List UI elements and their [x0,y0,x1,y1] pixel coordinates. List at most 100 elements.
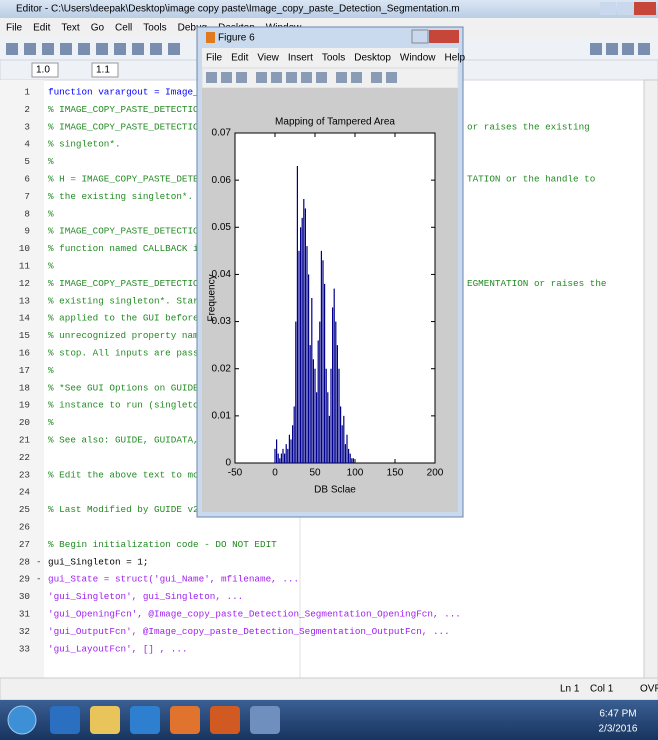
menu-item[interactable]: File [206,53,223,64]
bar [316,392,317,463]
minimize-button[interactable] [600,2,616,15]
icon[interactable] [221,72,232,83]
icon[interactable] [316,72,327,83]
bar [284,454,285,463]
icon[interactable] [114,43,126,55]
icon[interactable] [132,43,144,55]
icon[interactable] [60,43,72,55]
icon[interactable] [590,43,602,55]
bar [332,307,333,463]
icon[interactable] [371,72,382,83]
icon[interactable] [6,43,18,55]
icon[interactable] [256,72,267,83]
menu-item[interactable]: Text [61,23,80,34]
taskbar-app[interactable] [250,706,280,734]
line-number: 29 [19,574,30,585]
line-number: 14 [19,313,31,324]
close-button[interactable] [634,2,656,15]
y-tick-label: 0.03 [212,316,232,327]
code-line: % [48,156,54,167]
bar [287,449,288,463]
start-button[interactable] [8,706,36,734]
scrollbar[interactable] [644,80,658,678]
bar [297,166,298,463]
icon[interactable] [301,72,312,83]
x-tick-label: 0 [272,468,278,479]
line-number: 18 [19,382,30,393]
line-number: 32 [19,626,30,637]
menu-item[interactable]: Edit [33,23,50,34]
icon[interactable] [168,43,180,55]
line-number: 25 [19,504,30,515]
icon[interactable] [386,72,397,83]
bar [274,449,275,463]
line-number: 15 [19,330,30,341]
bar [326,369,327,463]
line-number: 12 [19,278,30,289]
taskbar-app[interactable] [90,706,120,734]
bar [324,284,325,463]
icon[interactable] [236,72,247,83]
icon[interactable] [271,72,282,83]
line-number: 3 [24,121,30,132]
close-button[interactable] [429,30,459,43]
bar [330,369,331,463]
icon[interactable] [606,43,618,55]
bar [335,322,336,463]
line-number: 31 [19,608,31,619]
menu-item[interactable]: Desktop [354,53,391,64]
icon[interactable] [24,43,36,55]
menu-item[interactable]: View [257,53,279,64]
status-field: Col 1 [590,684,614,695]
menu-item[interactable]: Tools [322,53,345,64]
code-line: % [48,417,54,428]
y-tick-label: 0.06 [212,175,232,186]
x-tick-label: 200 [427,468,444,479]
menu-item[interactable]: Tools [143,23,166,34]
line-number: 9 [24,226,30,237]
bar [321,251,322,463]
bar [343,416,344,463]
icon[interactable] [96,43,108,55]
menu-item[interactable]: File [6,23,23,34]
bar [289,435,290,463]
menu-item[interactable]: Help [445,53,466,64]
icon[interactable] [351,72,362,83]
icon[interactable] [150,43,162,55]
y-tick-label: 0.07 [212,128,232,139]
code-line-tail: EGMENTATION or raises the [467,278,606,289]
figure-icon [206,32,215,43]
icon[interactable] [622,43,634,55]
bar [290,439,291,463]
icon[interactable] [42,43,54,55]
bar [313,359,314,463]
line-number: 21 [19,434,31,445]
bar [342,425,343,463]
code-line: gui_Singleton = 1; [48,556,148,567]
menu-item[interactable]: Cell [115,23,132,34]
taskbar-app[interactable] [170,706,200,734]
icon[interactable] [638,43,650,55]
bar [302,218,303,463]
line-number: 6 [24,173,30,184]
menu-item[interactable]: Window [400,53,436,64]
taskbar-app[interactable] [210,706,240,734]
menu-item[interactable]: Go [91,23,105,34]
menu-item[interactable]: Edit [231,53,248,64]
icon[interactable] [336,72,347,83]
minimize-button[interactable] [412,30,428,43]
bar [337,345,338,463]
line-number: 26 [19,521,30,532]
line-number: 1 [24,86,30,97]
taskbar-app[interactable] [50,706,80,734]
icon[interactable] [206,72,217,83]
y-axis-label: Frequency [207,274,218,321]
code-line: 'gui_LayoutFcn', [] , ... [48,643,187,654]
taskbar-app[interactable] [130,706,160,734]
bar [295,322,296,463]
menu-item[interactable]: Insert [288,53,313,64]
maximize-button[interactable] [617,2,633,15]
icon[interactable] [286,72,297,83]
code-line: 'gui_OpeningFcn', @Image_copy_paste_Dete… [48,608,461,619]
icon[interactable] [78,43,90,55]
